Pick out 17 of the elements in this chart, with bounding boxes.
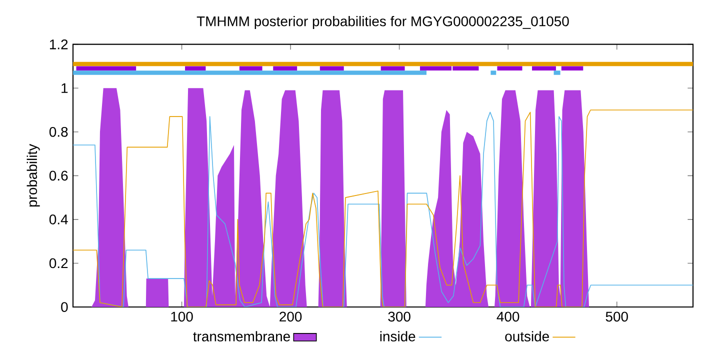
x-tick-label: 300 [388, 312, 410, 322]
y-tick-label: 0.4 [49, 214, 68, 224]
legend-label: transmembrane [193, 331, 290, 342]
chart-title: TMHMM posterior probabilities for MGYG000002235_01050 [196, 16, 569, 30]
x-tick-label: 100 [171, 312, 193, 322]
y-tick-label: 0 [61, 302, 68, 312]
x-tick-label: 400 [496, 312, 520, 322]
y-tick-label: 1 [62, 83, 68, 93]
legend-label: inside [380, 331, 416, 342]
x-tick-label: 200 [280, 312, 302, 322]
y-tick-label: 0.8 [49, 126, 68, 137]
y-axis-title: probability [26, 144, 40, 207]
y-tick-label: 0.2 [49, 258, 68, 268]
x-tick-label: 500 [606, 312, 628, 322]
legend-label: outside [505, 331, 549, 342]
y-tick-label: 0.6 [49, 170, 68, 181]
y-tick-label: 1.2 [50, 39, 68, 50]
